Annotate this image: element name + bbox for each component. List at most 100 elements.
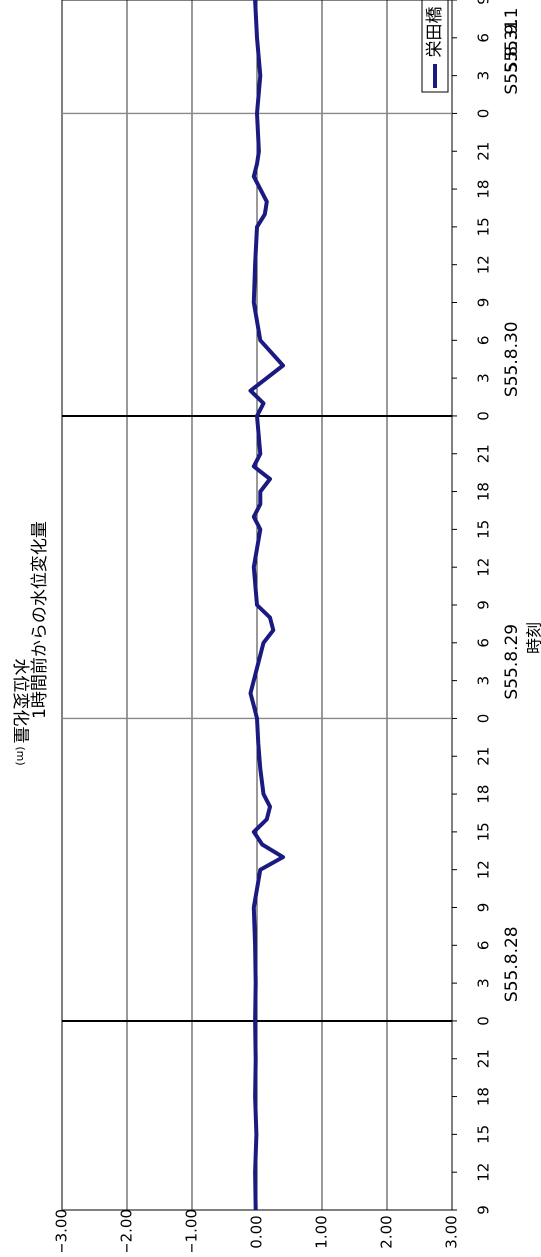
x-tick-group: 18 xyxy=(475,1087,493,1106)
y-tick-group: 1.00 xyxy=(313,1215,331,1248)
x-tick-label: 12 xyxy=(475,1163,493,1182)
date-label: S55.8.30 xyxy=(502,321,522,397)
y-tick-group: 3.00 xyxy=(443,1215,461,1248)
x-tick-group: 15 xyxy=(475,822,493,841)
x-tick-label: 3 xyxy=(475,71,493,81)
x-tick-label: 21 xyxy=(475,142,493,161)
x-tick-group: 9 xyxy=(475,903,493,913)
x-tick-label: 6 xyxy=(475,33,493,43)
chart-title-group: 1時間前からの水位変化量 xyxy=(30,521,50,719)
x-tick-label: 9 xyxy=(475,600,493,610)
date-label-group: S55.9.1 xyxy=(502,8,522,73)
x-tick-group: 6 xyxy=(475,33,493,43)
x-tick-label: 9 xyxy=(475,903,493,913)
y-tick-label: −2.00 xyxy=(118,1209,136,1252)
x-tick-group: 3 xyxy=(475,71,493,81)
x-tick-label: 12 xyxy=(475,255,493,274)
plot-area-group xyxy=(62,0,452,1210)
x-tick-group: 0 xyxy=(475,1016,493,1026)
x-tick-label: 12 xyxy=(475,558,493,577)
x-tick-group: 6 xyxy=(475,638,493,648)
x-axis-title-group: 時刻 xyxy=(525,622,541,654)
x-tick-label: 9 xyxy=(475,0,493,5)
x-tick-group: 15 xyxy=(475,1125,493,1144)
x-tick-group: 6 xyxy=(475,941,493,951)
date-label: S55.8.28 xyxy=(502,926,522,1002)
x-tick-group: 12 xyxy=(475,558,493,577)
chart-title: 1時間前からの水位変化量 xyxy=(30,521,50,719)
y-tick-label: 1.00 xyxy=(313,1215,331,1248)
x-tick-group: 9 xyxy=(475,600,493,610)
y-tick-label: −3.00 xyxy=(53,1209,71,1252)
y-tick-label: 2.00 xyxy=(378,1215,396,1248)
y-axis-title-group: 水位変化量(m) xyxy=(10,658,30,765)
x-tick-label: 15 xyxy=(475,520,493,539)
x-tick-group: 18 xyxy=(475,180,493,199)
x-tick-label: 0 xyxy=(475,1016,493,1026)
x-tick-group: 12 xyxy=(475,1163,493,1182)
x-tick-label: 0 xyxy=(475,109,493,119)
x-tick-group: 18 xyxy=(475,482,493,501)
x-tick-group: 18 xyxy=(475,785,493,804)
legend: 栄田橋 xyxy=(422,0,448,92)
y-axis-title: 水位変化量(m) xyxy=(10,658,30,765)
x-tick-group: 9 xyxy=(475,1205,493,1215)
x-tick-label: 15 xyxy=(475,822,493,841)
x-tick-label: 18 xyxy=(475,180,493,199)
x-tick-label: 6 xyxy=(475,941,493,951)
x-tick-group: 21 xyxy=(475,1049,493,1068)
x-tick-label: 3 xyxy=(475,978,493,988)
y-tick-group: 2.00 xyxy=(378,1215,396,1248)
y-tick-group: −3.00 xyxy=(53,1209,71,1252)
x-tick-label: 0 xyxy=(475,411,493,421)
y-axis-ticks: 3.00 2.00 1.00 0.00 −1.00 −2.00 −3.00 xyxy=(53,1209,461,1252)
y-tick-group: −2.00 xyxy=(118,1209,136,1252)
x-tick-group: 0 xyxy=(475,411,493,421)
x-tick-group: 21 xyxy=(475,747,493,766)
date-label-group: S55.8.30 xyxy=(502,321,522,397)
y-tick-label: 0.00 xyxy=(248,1215,266,1248)
x-tick-label: 0 xyxy=(475,714,493,724)
x-tick-group: 3 xyxy=(475,676,493,686)
x-axis-hour-ticks: 9 12 15 18 21 0 3 6 9 12 15 18 21 0 3 6 9 12 15 18 21 0 3 6 9 12 1… xyxy=(452,0,493,1215)
x-tick-group: 9 xyxy=(475,0,493,5)
x-tick-label: 18 xyxy=(475,785,493,804)
y-tick-label: 3.00 xyxy=(443,1215,461,1248)
x-tick-group: 15 xyxy=(475,217,493,236)
x-tick-label: 18 xyxy=(475,1087,493,1106)
x-tick-label: 15 xyxy=(475,217,493,236)
x-tick-group: 0 xyxy=(475,109,493,119)
y-axis-title-text: 水位変化量 xyxy=(10,658,30,743)
x-tick-group: 3 xyxy=(475,978,493,988)
x-axis-title: 時刻 xyxy=(525,622,541,654)
x-tick-label: 6 xyxy=(475,638,493,648)
x-tick-label: 15 xyxy=(475,1125,493,1144)
x-tick-label: 6 xyxy=(475,336,493,346)
y-tick-label: −1.00 xyxy=(183,1209,201,1252)
x-tick-group: 15 xyxy=(475,520,493,539)
y-tick-group: 0.00 xyxy=(248,1215,266,1248)
x-tick-group: 0 xyxy=(475,714,493,724)
date-label-group: S55.8.29 xyxy=(502,624,522,700)
y-tick-group: −1.00 xyxy=(183,1209,201,1252)
x-tick-label: 21 xyxy=(475,444,493,463)
x-tick-label: 3 xyxy=(475,373,493,383)
x-tick-group: 6 xyxy=(475,336,493,346)
x-tick-label: 9 xyxy=(475,298,493,308)
x-tick-group: 12 xyxy=(475,255,493,274)
x-tick-label: 3 xyxy=(475,676,493,686)
x-tick-label: 18 xyxy=(475,482,493,501)
x-tick-group: 21 xyxy=(475,142,493,161)
date-label-group: S55.8.28 xyxy=(502,926,522,1002)
x-tick-group: 9 xyxy=(475,298,493,308)
x-tick-group: 12 xyxy=(475,860,493,879)
x-tick-label: 21 xyxy=(475,1049,493,1068)
x-tick-group: 21 xyxy=(475,444,493,463)
date-label: S55.9.1 xyxy=(502,8,522,73)
x-tick-label: 9 xyxy=(475,1205,493,1215)
x-tick-label: 12 xyxy=(475,860,493,879)
x-tick-group: 3 xyxy=(475,373,493,383)
